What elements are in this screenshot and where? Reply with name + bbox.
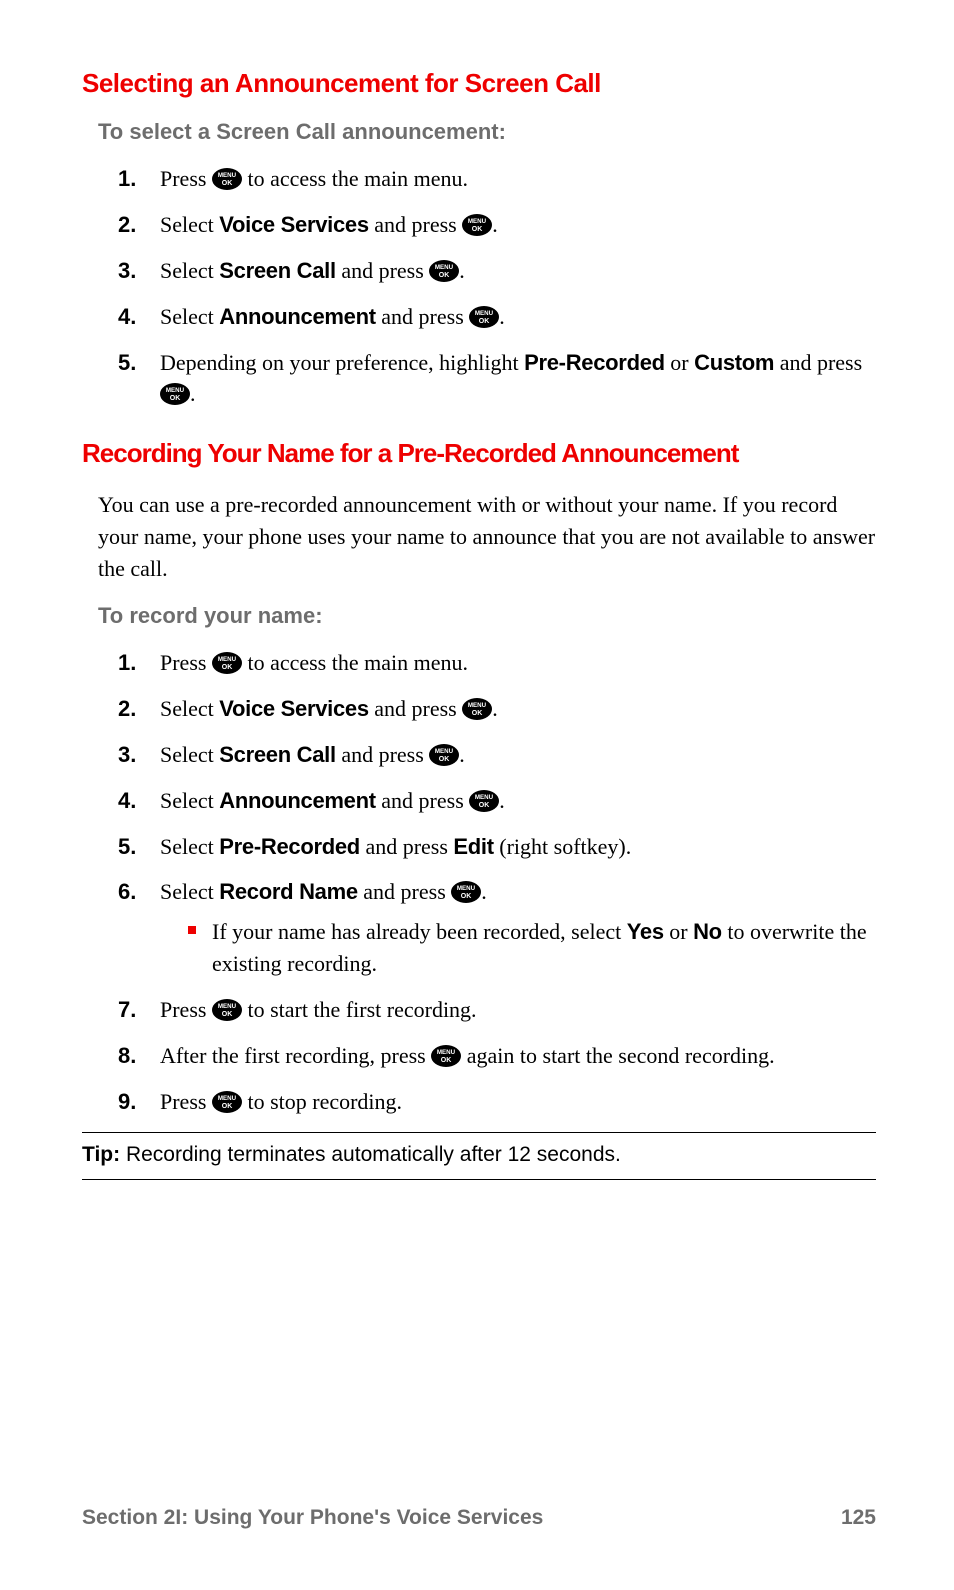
menu-ok-icon (212, 652, 242, 674)
menu-ok-icon (212, 999, 242, 1021)
tip-box: Tip: Recording terminates automatically … (82, 1132, 876, 1180)
tip-label: Tip: (82, 1143, 120, 1166)
footer-section: Section 2I: Using Your Phone's Voice Ser… (82, 1506, 543, 1530)
section2-steps: Press to access the main menu. Select Vo… (118, 647, 876, 1118)
menu-ok-icon (212, 168, 242, 190)
section1-steps: Press to access the main menu. Select Vo… (118, 163, 876, 410)
menu-ok-icon (429, 260, 459, 282)
footer-page-number: 125 (841, 1506, 876, 1530)
section1-sub: To select a Screen Call announcement: (98, 119, 876, 145)
menu-ok-icon (431, 1045, 461, 1067)
menu-ok-icon (160, 383, 190, 405)
step-item: Select Screen Call and press . (118, 255, 876, 287)
step-item: Press to stop recording. (118, 1086, 876, 1118)
step-item: Press to access the main menu. (118, 647, 876, 679)
menu-ok-icon (469, 306, 499, 328)
section2-sub: To record your name: (98, 603, 876, 629)
page-footer: Section 2I: Using Your Phone's Voice Ser… (82, 1506, 876, 1530)
step-item: Select Voice Services and press . (118, 209, 876, 241)
bullet-item: If your name has already been recorded, … (188, 916, 876, 980)
step-item: Depending on your preference, highlight … (118, 347, 876, 411)
sub-bullet-list: If your name has already been recorded, … (188, 916, 876, 980)
step-item: Select Screen Call and press . (118, 739, 876, 771)
step-item: After the first recording, press again t… (118, 1040, 876, 1072)
section2-heading: Recording Your Name for a Pre-Recorded A… (82, 438, 876, 469)
section1-heading: Selecting an Announcement for Screen Cal… (82, 68, 876, 99)
step-item: Select Record Name and press . If your n… (118, 876, 876, 980)
menu-ok-icon (462, 698, 492, 720)
menu-ok-icon (462, 214, 492, 236)
step-item: Select Announcement and press . (118, 301, 876, 333)
tip-text: Recording terminates automatically after… (120, 1143, 621, 1166)
step-item: Select Pre-Recorded and press Edit (righ… (118, 831, 876, 863)
step-item: Press to access the main menu. (118, 163, 876, 195)
menu-ok-icon (469, 790, 499, 812)
step-item: Select Announcement and press . (118, 785, 876, 817)
step-item: Press to start the first recording. (118, 994, 876, 1026)
menu-ok-icon (451, 881, 481, 903)
menu-ok-icon (212, 1091, 242, 1113)
menu-ok-icon (429, 744, 459, 766)
step-item: Select Voice Services and press . (118, 693, 876, 725)
section2-body: You can use a pre-recorded announcement … (98, 489, 876, 585)
